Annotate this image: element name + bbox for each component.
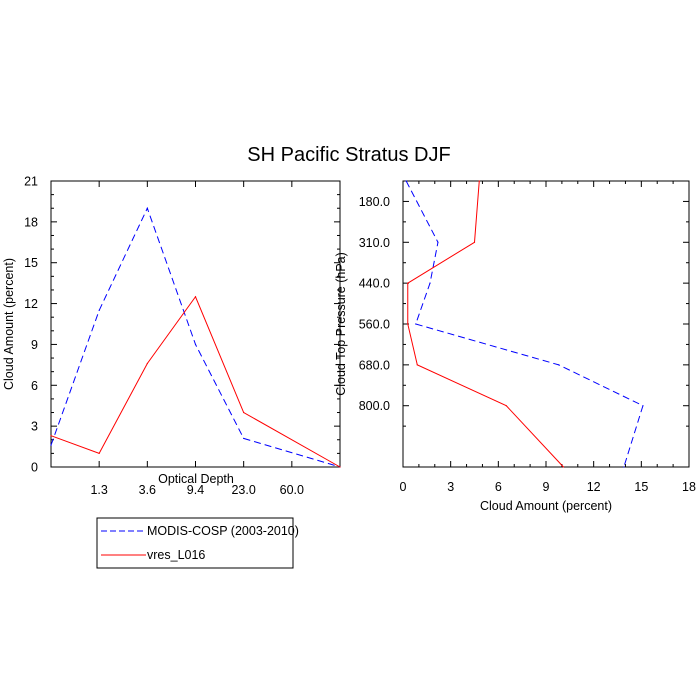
x-tick-label: 9.4 [187,483,204,497]
x-tick-label: 18 [682,480,696,494]
x-tick-label: 15 [634,480,648,494]
cloud-top-pressure-y-label: Cloud Top Pressure (hPa) [334,252,348,396]
data-point-vres-l016 [98,452,100,454]
cloud-amount-x-label: Cloud Amount (percent) [480,499,612,513]
x-tick-label: 3.6 [139,483,156,497]
data-point-modis-cosp-2003-2010 [623,466,625,468]
x-tick-label: 12 [587,480,601,494]
y-tick-label: 18 [24,215,38,229]
x-tick-label: 23.0 [231,483,255,497]
data-point-vres-l016 [407,323,409,325]
data-point-modis-cosp-2003-2010 [415,323,417,325]
data-point-modis-cosp-2003-2010 [243,437,245,439]
data-point-modis-cosp-2003-2010 [437,241,439,243]
x-tick-label: 9 [543,480,550,494]
cloud-top-pressure-plot-frame [402,180,690,468]
data-point-vres-l016 [416,364,418,366]
data-point-vres-l016 [505,405,507,407]
data-point-modis-cosp-2003-2010 [146,207,148,209]
data-point-vres-l016 [146,362,148,365]
data-point-modis-cosp-2003-2010 [642,405,644,407]
data-point-vres-l016 [339,466,341,468]
data-point-vres-l016 [194,296,197,298]
cloud-top-pressure-ticks: 180.0 310.0 440.0 560.0 680.0 800.0 0 3 6 9 12 15 18 [359,180,696,494]
chart-title: SH Pacific Stratus DJF [247,144,450,166]
x-tick-label: 60.0 [280,483,304,497]
legend-label-modis: MODIS-COSP (2003-2010) [147,524,299,538]
optical-depth-plot-frame [50,180,341,468]
y-tick-label: 15 [24,256,38,270]
cloud-top-pressure-series [405,180,644,468]
data-point-vres-l016 [478,180,480,182]
data-point-modis-cosp-2003-2010 [98,309,100,311]
x-tick-label: 1.3 [90,483,107,497]
data-point-modis-cosp-2003-2010 [50,444,52,446]
legend: MODIS-COSP (2003-2010) vres_L016 [96,517,299,569]
x-tick-label: 0 [400,480,407,494]
data-point-vres-l016 [50,435,52,437]
y-tick-label: 12 [24,297,38,311]
data-point-modis-cosp-2003-2010 [405,180,407,182]
y-tick-label: 180.0 [359,195,390,209]
optical-depth-ticks: 1.3 3.6 9.4 23.0 60.0 0 3 6 9 12 15 18 21 [24,175,341,497]
series-line-modis-cosp-2003-2010 [50,206,341,468]
series-line-vres-l016 [50,295,341,468]
series-line-vres-l016 [407,180,564,468]
y-tick-label: 440.0 [359,277,390,291]
data-point-modis-cosp-2003-2010 [194,343,197,346]
y-tick-label: 310.0 [359,236,390,250]
optical-depth-x-label: Optical Depth [158,472,234,486]
y-tick-label: 21 [24,175,38,189]
data-point-vres-l016 [243,411,245,414]
legend-frame [96,517,294,569]
series-line-modis-cosp-2003-2010 [405,180,644,468]
y-tick-label: 800.0 [359,399,390,413]
x-tick-label: 6 [495,480,502,494]
y-tick-label: 0 [31,461,38,475]
data-point-modis-cosp-2003-2010 [558,364,560,366]
y-tick-label: 3 [31,420,38,434]
data-point-vres-l016 [562,466,565,468]
data-point-vres-l016 [473,241,476,243]
y-tick-label: 6 [31,379,38,393]
y-tick-label: 680.0 [359,358,390,372]
optical-depth-panel: 1.3 3.6 9.4 23.0 60.0 0 3 6 9 12 15 18 21 Optical De… [2,175,341,497]
x-tick-label: 3 [447,480,454,494]
data-point-vres-l016 [407,282,409,284]
legend-label-vres: vres_L016 [147,548,205,562]
optical-depth-series [50,206,341,468]
y-tick-label: 9 [31,338,38,352]
y-tick-label: 560.0 [359,318,390,332]
optical-depth-y-label: Cloud Amount (percent) [2,258,16,390]
data-point-modis-cosp-2003-2010 [429,282,431,284]
